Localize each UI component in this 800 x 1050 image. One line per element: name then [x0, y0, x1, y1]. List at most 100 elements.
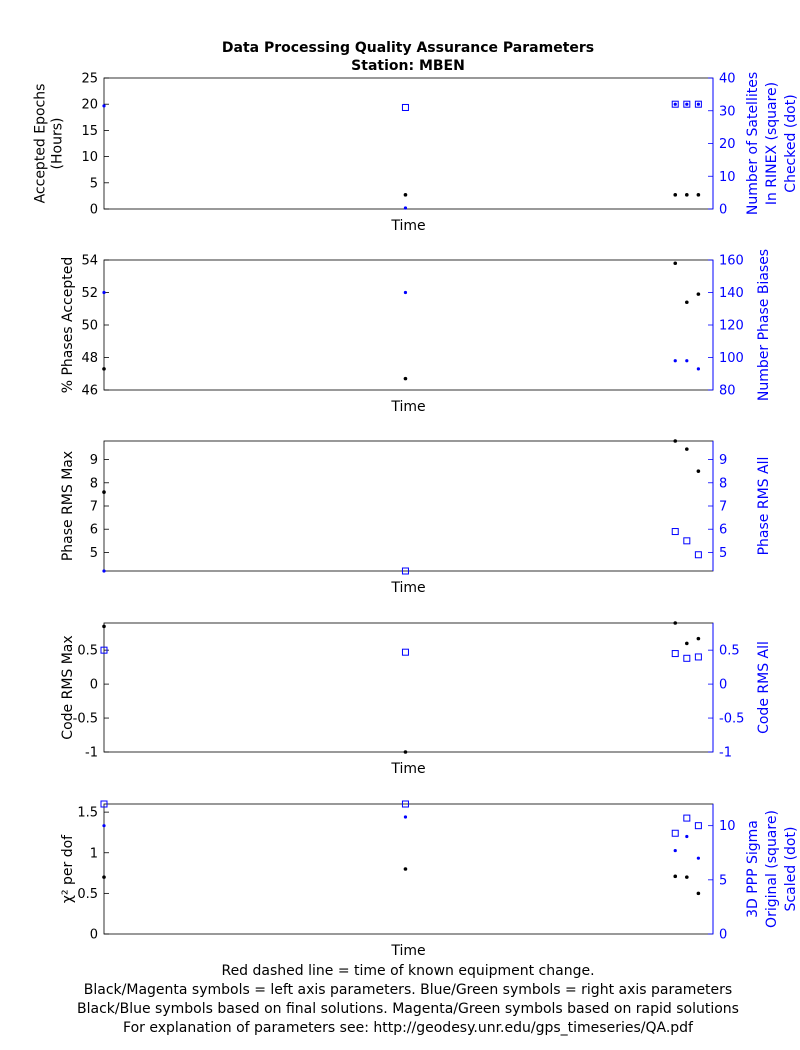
- right-dot-point: [403, 290, 408, 295]
- right-tick-label: 40: [719, 72, 736, 87]
- left-tick-label: 50: [81, 319, 98, 334]
- right-square-point: [671, 100, 679, 108]
- right-axis-label: Original (square): [764, 810, 780, 928]
- right-axis-label: 3D PPP Sigma: [745, 820, 761, 918]
- left-data-point: [403, 867, 408, 871]
- x-axis-label: Time: [390, 399, 425, 415]
- figure-title: Data Processing Quality Assurance Parame…: [222, 40, 594, 56]
- right-tick-label: 7: [719, 500, 727, 515]
- right-square-point: [401, 648, 409, 656]
- left-tick-label: 54: [81, 254, 98, 269]
- right-tick-label: 0.5: [719, 644, 740, 659]
- plot-frame: [103, 622, 714, 753]
- right-tick-label: 0: [719, 678, 727, 693]
- left-tick-label: -1: [85, 746, 98, 761]
- right-dot-point: [403, 815, 408, 819]
- right-tick-label: 0: [719, 203, 727, 218]
- right-axis-label: Number of Satellites: [745, 72, 761, 215]
- right-dot-point: [102, 569, 106, 573]
- left-tick-label: 5: [90, 176, 98, 191]
- footer-line-3: Black/Blue symbols based on final soluti…: [77, 1001, 739, 1017]
- left-data-point: [685, 193, 689, 197]
- footer-line-2: Black/Magenta symbols = left axis parame…: [84, 982, 732, 998]
- right-tick-label: 9: [719, 453, 727, 468]
- left-data-point: [696, 891, 701, 896]
- left-tick-label: 0: [90, 203, 98, 218]
- right-tick-label: 160: [719, 254, 744, 269]
- left-tick-label: 10: [81, 150, 98, 165]
- plot-frame: [103, 803, 714, 935]
- right-tick-label: -0.5: [719, 712, 744, 727]
- left-data-point: [673, 621, 678, 625]
- right-dot-point: [696, 856, 700, 860]
- right-tick-label: 0: [719, 928, 727, 943]
- left-data-point: [403, 193, 408, 197]
- right-dot-point: [685, 102, 689, 106]
- left-data-point: [696, 292, 701, 296]
- right-axis-label: Phase RMS All: [756, 457, 772, 556]
- right-square-point: [100, 800, 108, 808]
- figure-subtitle: Station: MBEN: [351, 58, 465, 74]
- x-axis-label: Time: [390, 943, 425, 959]
- left-axis-label: % Phases Accepted: [60, 257, 76, 394]
- right-square-point: [401, 567, 409, 575]
- right-dot-point: [673, 848, 677, 853]
- panel-4: -1 -0.5 0 0.5 -1 -0.5 0 0.5 Time Code RMS Max Code…: [60, 621, 772, 777]
- left-data-point: [403, 376, 408, 381]
- left-axis-label: Code RMS Max: [60, 635, 76, 739]
- left-tick-label: 0: [90, 928, 98, 943]
- left-data-point: [673, 193, 678, 197]
- left-tick-label: 7: [90, 500, 98, 515]
- left-data-point: [102, 490, 106, 494]
- right-dot-point: [102, 824, 106, 828]
- right-square-point: [694, 551, 702, 559]
- left-data-point: [696, 469, 701, 473]
- right-tick-label: 80: [719, 384, 736, 399]
- right-tick-label: 8: [719, 476, 727, 491]
- left-tick-label: -0.5: [73, 712, 98, 727]
- right-tick-label: 30: [719, 104, 736, 119]
- right-square-point: [683, 814, 691, 822]
- panel-5: 0 0.5 1 1.5 0 5 10 Time χ² per dof 3D PPP Sigma Or…: [60, 800, 799, 959]
- left-data-point: [696, 636, 701, 641]
- left-tick-label: 15: [81, 124, 98, 139]
- panel-2: 46 48 50 52 54 80 100 120 140 160 Time % Phases Acc…: [60, 249, 772, 415]
- right-dot-point: [685, 834, 689, 839]
- left-data-point: [673, 261, 678, 266]
- left-tick-label: 0.5: [77, 887, 98, 902]
- left-tick-label: 52: [81, 286, 98, 301]
- left-tick-label: 1.5: [77, 806, 98, 821]
- panel-1: 0 5 10 15 20 25 0 10 20 30 40 Time Accepted Epochs (H…: [33, 72, 800, 235]
- right-dot-point: [696, 367, 700, 371]
- right-tick-label: 10: [719, 819, 736, 834]
- left-tick-label: 25: [81, 72, 98, 87]
- right-square-point: [694, 653, 702, 661]
- left-data-point: [102, 875, 106, 879]
- left-data-point: [673, 439, 678, 443]
- x-axis-label: Time: [390, 580, 425, 596]
- right-tick-label: 100: [719, 351, 744, 366]
- left-axis-label: Phase RMS Max: [60, 451, 76, 561]
- right-tick-label: 5: [719, 873, 727, 888]
- left-axis-label: χ² per dof: [60, 834, 76, 903]
- right-dot-point: [102, 104, 106, 108]
- right-dot-point: [673, 359, 677, 363]
- right-square-point: [100, 646, 108, 654]
- left-tick-label: 0.5: [77, 644, 98, 659]
- footer-line-1: Red dashed line = time of known equipmen…: [221, 963, 594, 979]
- left-data-point: [685, 300, 689, 305]
- left-tick-label: 6: [90, 523, 98, 538]
- left-data-point: [696, 193, 701, 197]
- left-data-point: [102, 367, 106, 371]
- right-square-point: [694, 822, 702, 830]
- right-axis-label: Checked (dot): [783, 94, 799, 192]
- right-square-point: [671, 829, 679, 837]
- right-axis-label: Code RMS All: [756, 641, 772, 734]
- left-tick-label: 46: [81, 384, 98, 399]
- footer-line-4: For explanation of parameters see: http:…: [123, 1020, 694, 1036]
- right-tick-label: 5: [719, 546, 727, 561]
- left-tick-label: 5: [90, 546, 98, 561]
- right-tick-label: 140: [719, 286, 744, 301]
- plot-frame: [103, 77, 714, 210]
